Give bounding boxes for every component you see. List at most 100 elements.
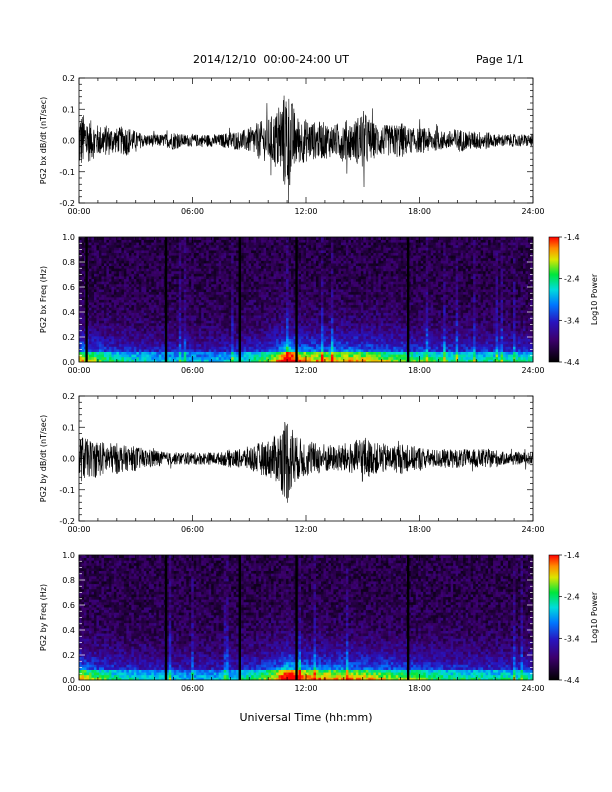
- spectrogram-cell: [138, 278, 142, 282]
- spectrogram-cell: [146, 330, 150, 334]
- spectrogram-cell: [188, 263, 192, 267]
- spectrogram-cell: [88, 312, 92, 316]
- spectrogram-cell: [98, 322, 102, 326]
- spectrogram-cell: [226, 244, 230, 248]
- spectrogram-cell: [128, 286, 132, 290]
- spectrogram-cell: [148, 276, 152, 280]
- spectrogram-cell: [283, 343, 287, 347]
- spectrogram-cell: [261, 341, 264, 345]
- spectrogram-cell: [81, 356, 85, 360]
- spectrogram-cell: [288, 291, 292, 295]
- spectrogram-cell: [271, 260, 274, 264]
- spectrogram-cell: [315, 255, 319, 259]
- spectrogram-cell: [320, 335, 324, 339]
- spectrogram-cell: [126, 299, 130, 303]
- spectrogram-cell: [98, 354, 102, 358]
- spectrogram-cell: [241, 247, 245, 251]
- spectrogram-cell: [203, 247, 207, 251]
- spectrogram-cell: [328, 237, 332, 240]
- spectrogram-cell: [176, 265, 180, 269]
- spectrogram-cell: [251, 320, 255, 324]
- spectrogram-cell: [191, 252, 195, 256]
- spectrogram-cell: [161, 330, 165, 334]
- spectrogram-cell: [315, 265, 319, 269]
- spectrogram-cell: [113, 276, 117, 280]
- spectrogram-cell: [186, 276, 190, 280]
- spectrogram-cell: [156, 283, 160, 287]
- spectrogram-cell: [318, 317, 322, 321]
- spectrogram-cell: [79, 346, 82, 350]
- spectrogram-cell: [133, 286, 137, 290]
- spectrogram-cell: [131, 328, 135, 332]
- spectrogram-cell: [188, 247, 192, 251]
- spectrogram-cell: [143, 341, 147, 345]
- spectrogram-cell: [113, 307, 117, 311]
- spectrogram-cell: [318, 328, 322, 332]
- spectrogram-cell: [261, 257, 264, 261]
- spectrogram-cell: [258, 244, 262, 248]
- spectrogram-cell: [226, 260, 230, 264]
- spectrogram-cell: [88, 250, 92, 254]
- spectrogram-cell: [151, 244, 155, 248]
- spectrogram-cell: [271, 273, 274, 277]
- spectrogram-cell: [79, 257, 82, 261]
- spectrogram-cell: [306, 239, 309, 243]
- spectrogram-cell: [106, 242, 110, 246]
- spectrogram-cell: [320, 250, 324, 254]
- spectrogram-cell: [101, 346, 105, 350]
- spectrogram-cell: [81, 291, 85, 295]
- spectrogram-cell: [221, 257, 225, 261]
- spectrogram-cell: [158, 338, 162, 342]
- spectrogram-cell: [286, 255, 289, 259]
- spectrogram-cell: [106, 270, 110, 274]
- spectrogram-cell: [226, 325, 230, 329]
- spectrogram-cell: [256, 304, 259, 308]
- spectrogram-cell: [79, 278, 82, 282]
- spectrogram-cell: [236, 296, 240, 300]
- spectrogram-cell: [153, 281, 157, 285]
- spectrogram-cell: [126, 250, 130, 254]
- spectrogram-cell: [223, 263, 227, 267]
- spectrogram-cell: [258, 296, 262, 300]
- spectrogram-cell: [128, 302, 132, 306]
- spectrogram-cell: [116, 322, 120, 326]
- spectrogram-cell: [221, 348, 225, 352]
- spectrogram-cell: [161, 268, 165, 272]
- spectrogram-cell: [221, 281, 225, 285]
- spectrogram-cell: [143, 265, 147, 269]
- spectrogram-cell: [248, 335, 252, 339]
- spectrogram-cell: [313, 239, 317, 243]
- spectrogram-cell: [308, 294, 312, 298]
- spectrogram-cell: [228, 307, 232, 311]
- spectrogram-cell: [266, 317, 269, 321]
- spectrogram-cell: [281, 278, 284, 282]
- spectrogram-cell: [320, 348, 324, 352]
- spectrogram-cell: [153, 263, 157, 267]
- spectrogram-cell: [318, 289, 322, 293]
- spectrogram-cell: [101, 338, 105, 342]
- spectrogram-cell: [146, 242, 150, 246]
- spectrogram-cell: [253, 244, 257, 248]
- spectrogram-cell: [136, 348, 140, 352]
- spectrogram-cell: [201, 315, 205, 319]
- spectrogram-cell: [183, 354, 187, 358]
- spectrogram-cell: [231, 281, 235, 285]
- spectrogram-cell: [253, 346, 257, 350]
- spectrogram-cell: [173, 273, 177, 277]
- spectrogram-cell: [221, 270, 225, 274]
- spectrogram-cell: [181, 260, 185, 264]
- spectrogram-cell: [88, 356, 92, 360]
- spectrogram-cell: [288, 320, 292, 324]
- spectrogram-cell: [191, 289, 195, 293]
- spectrogram-cell: [96, 265, 100, 269]
- spectrogram-cell: [113, 263, 117, 267]
- spectrogram-cell: [213, 359, 217, 363]
- spectrogram-cell: [278, 325, 282, 329]
- spectrogram-cell: [246, 307, 250, 311]
- spectrogram-cell: [246, 296, 250, 300]
- spectrogram-cell: [181, 296, 185, 300]
- spectrogram-cell: [196, 250, 200, 254]
- spectrogram-cell: [153, 338, 157, 342]
- spectrogram-cell: [303, 268, 307, 272]
- spectrogram-cell: [176, 242, 180, 246]
